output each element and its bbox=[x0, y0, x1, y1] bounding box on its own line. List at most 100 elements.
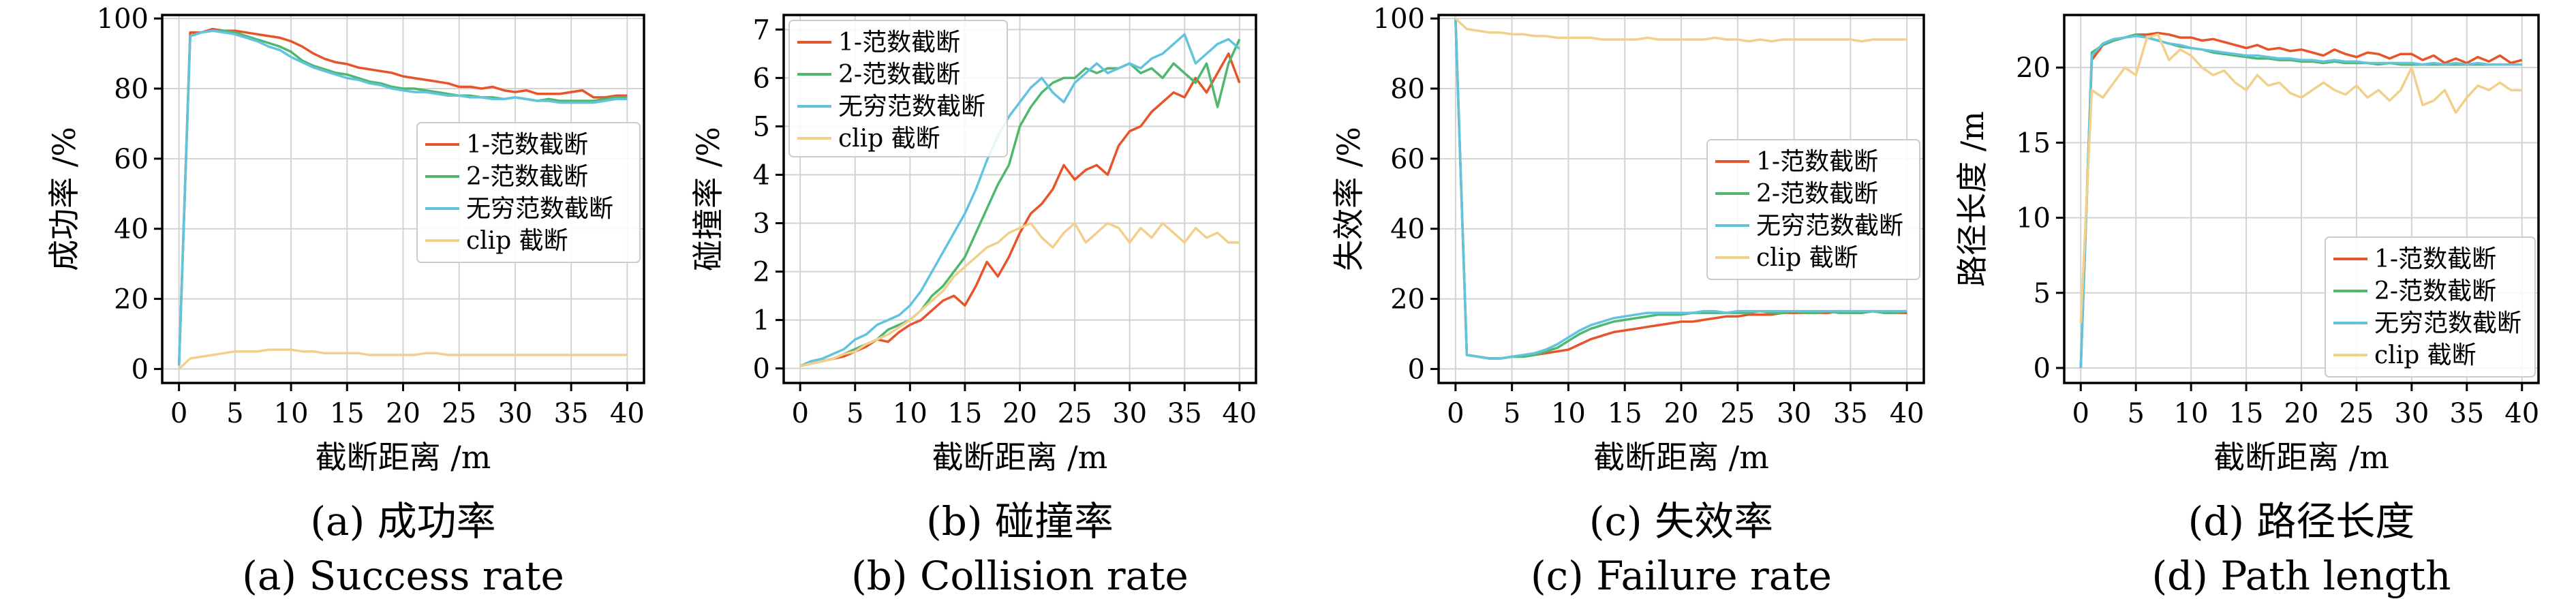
series-line-4 bbox=[2079, 33, 2522, 323]
caption-cn: (b) 碰撞率 bbox=[926, 498, 1114, 544]
y-tick-label: 20 bbox=[1390, 284, 1425, 316]
y-axis-label: 路径长度 /m bbox=[1954, 111, 1991, 287]
x-tick-label: 0 bbox=[791, 398, 808, 429]
caption-en: (d) Path length bbox=[2152, 553, 2451, 599]
y-tick-label: 7 bbox=[753, 14, 770, 46]
series-line-1 bbox=[177, 27, 628, 366]
chart-b: 0 5 10 15 20 25 30 35 40 0 1 2 3 4 5 6 7 截断距离 /m 碰撞率 /% (b)… bbox=[690, 14, 1257, 599]
x-tick-label: 40 bbox=[1222, 398, 1257, 429]
legend-label-3: 无穷范数截断 bbox=[838, 93, 985, 121]
caption-en: (b) Collision rate bbox=[851, 553, 1189, 599]
x-tick-label: 25 bbox=[442, 398, 476, 429]
y-axis-label: 失效率 /% bbox=[1330, 127, 1367, 271]
x-tick-label: 10 bbox=[274, 398, 309, 429]
legend-label-4: clip 截断 bbox=[1756, 244, 1858, 272]
series-line-3 bbox=[2079, 35, 2522, 369]
caption-cn: (a) 成功率 bbox=[310, 498, 495, 544]
legend-label-1: 1-范数截断 bbox=[838, 29, 960, 57]
legend-box bbox=[2325, 236, 2536, 378]
plot-frame bbox=[782, 14, 1257, 384]
x-tick-label: 40 bbox=[610, 398, 645, 429]
chart-d: 0 5 10 15 20 25 30 35 40 0 5 10 15 20 截断距离 /m 路径长度 /m (d… bbox=[1954, 14, 2540, 599]
series-line-4 bbox=[178, 348, 628, 370]
legend-label-1: 1-范数截断 bbox=[1756, 148, 1878, 176]
legend-label-2: 2-范数截断 bbox=[2374, 277, 2496, 305]
y-tick-label: 1 bbox=[753, 305, 770, 337]
y-tick-label: 6 bbox=[753, 63, 770, 94]
y-tick-label: 20 bbox=[114, 284, 149, 316]
x-tick-label: 30 bbox=[1112, 398, 1147, 429]
series-line-3 bbox=[799, 33, 1240, 367]
legend-label-2: 2-范数截断 bbox=[1756, 180, 1878, 208]
y-tick-label: 0 bbox=[1408, 354, 1425, 385]
series-line-1 bbox=[2079, 31, 2523, 369]
chart-a: 0 5 10 15 20 25 30 35 40 0 20 40 60 80 100 截断距离 /m 成功率 /… bbox=[46, 3, 645, 599]
caption-en: (c) Failure rate bbox=[1531, 553, 1832, 599]
x-axis-label: 截断距离 /m bbox=[2213, 439, 2389, 476]
legend-label-4: clip 截断 bbox=[2374, 341, 2477, 369]
x-tick-label: 0 bbox=[2072, 398, 2089, 429]
x-tick-label: 15 bbox=[330, 398, 365, 429]
legend-label-3: 无穷范数截断 bbox=[2374, 309, 2521, 337]
y-tick-label: 3 bbox=[753, 209, 770, 240]
y-tick-label: 10 bbox=[2016, 203, 2051, 234]
legend-box bbox=[416, 122, 641, 263]
y-tick-label: 5 bbox=[2034, 278, 2051, 309]
x-axis-label: 截断距离 /m bbox=[932, 439, 1108, 476]
legend-label-3: 无穷范数截断 bbox=[1756, 212, 1903, 240]
legend-box bbox=[1706, 139, 1920, 280]
y-tick-label: 15 bbox=[2016, 127, 2051, 159]
y-tick-label: 100 bbox=[1373, 3, 1425, 35]
x-tick-label: 15 bbox=[947, 398, 982, 429]
x-tick-label: 40 bbox=[2504, 398, 2539, 429]
y-axis-label: 碰撞率 /% bbox=[690, 127, 726, 271]
series-line-3 bbox=[177, 29, 628, 366]
legend-box bbox=[788, 20, 1008, 157]
plot-frame bbox=[161, 14, 645, 384]
legend-label-4: clip 截断 bbox=[838, 125, 940, 153]
x-tick-label: 5 bbox=[1503, 398, 1520, 429]
legend-label-1: 1-范数截断 bbox=[2374, 245, 2496, 273]
caption-cn: (d) 路径长度 bbox=[2188, 498, 2415, 544]
x-tick-label: 20 bbox=[1664, 398, 1699, 429]
x-tick-label: 0 bbox=[1447, 398, 1464, 429]
x-tick-label: 0 bbox=[170, 398, 187, 429]
series-line-4 bbox=[1454, 17, 1907, 43]
y-tick-label: 60 bbox=[1390, 144, 1425, 175]
legend-label-2: 2-范数截断 bbox=[466, 163, 588, 191]
y-tick-label: 20 bbox=[2016, 52, 2051, 84]
x-tick-label: 5 bbox=[226, 398, 243, 429]
x-tick-label: 20 bbox=[2284, 398, 2319, 429]
y-tick-label: 0 bbox=[132, 354, 149, 385]
y-tick-label: 4 bbox=[753, 159, 770, 191]
x-tick-label: 35 bbox=[554, 398, 589, 429]
legend-label-3: 无穷范数截断 bbox=[466, 195, 613, 223]
x-tick-label: 35 bbox=[1833, 398, 1868, 429]
y-tick-label: 0 bbox=[753, 354, 770, 385]
x-tick-label: 35 bbox=[2449, 398, 2484, 429]
x-tick-label: 40 bbox=[1890, 398, 1925, 429]
caption-en: (a) Success rate bbox=[242, 553, 564, 599]
y-tick-label: 2 bbox=[753, 257, 770, 288]
x-tick-label: 20 bbox=[1002, 398, 1037, 429]
series-line-3 bbox=[1454, 18, 1907, 360]
plot-frame bbox=[2063, 14, 2540, 384]
y-tick-label: 80 bbox=[1390, 74, 1425, 105]
y-tick-label: 5 bbox=[753, 111, 770, 142]
y-tick-label: 40 bbox=[114, 214, 149, 245]
x-tick-label: 35 bbox=[1167, 398, 1202, 429]
legend-label-2: 2-范数截断 bbox=[838, 61, 960, 89]
legend-label-1: 1-范数截断 bbox=[466, 131, 588, 159]
x-tick-label: 25 bbox=[1058, 398, 1092, 429]
x-tick-label: 15 bbox=[2229, 398, 2264, 429]
legend-label-4: clip 截断 bbox=[466, 227, 568, 255]
x-axis-label: 截断距离 /m bbox=[1593, 439, 1769, 476]
x-tick-label: 30 bbox=[497, 398, 532, 429]
x-tick-label: 30 bbox=[2394, 398, 2429, 429]
series-line-2 bbox=[177, 29, 628, 366]
caption-cn: (c) 失效率 bbox=[1589, 498, 1773, 544]
